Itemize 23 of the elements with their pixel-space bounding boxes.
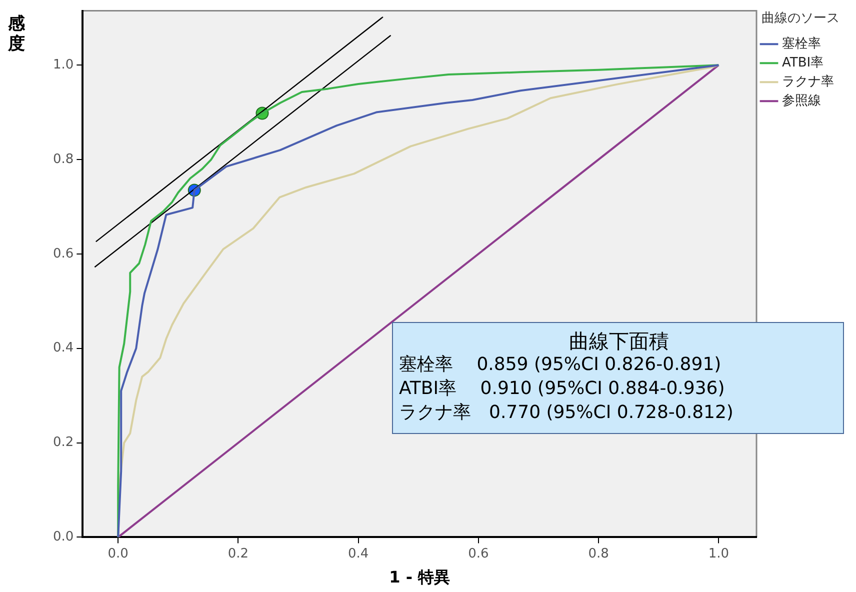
annotation: 塞栓率 0.859 (95%CI 0.826-0.891) (399, 353, 722, 377)
x-tick-label: 0.2 (228, 546, 249, 562)
legend-label: 参照線 (782, 93, 821, 108)
x-tick-label: 1.0 (708, 546, 730, 562)
y-tick-label: 0.4 (52, 340, 74, 356)
y-tick-label: 1.0 (52, 57, 74, 72)
y-tick-label: 0.8 (52, 152, 74, 167)
y-axis-title: 感度 (8, 14, 26, 54)
y-tick-label: 0.2 (52, 435, 74, 450)
legend-label: 塞栓率 (782, 35, 821, 52)
x-tick-label: 0.4 (348, 546, 369, 562)
x-tick-label: 0.6 (468, 546, 489, 562)
legend-title: 曲線のソース (761, 10, 840, 26)
y-tick-label: 0.6 (52, 246, 74, 262)
y-tick-label: 0.0 (52, 530, 74, 545)
legend-label: ATBI率 (782, 54, 824, 70)
legend-label: ラクナ率 (782, 73, 834, 90)
x-tick-label: 0.0 (108, 546, 128, 562)
x-axis-title: 1 - 特異 (389, 568, 450, 587)
annotation: 曲線下面積 (568, 329, 670, 353)
annotation: ATBI率 0.910 (95%CI 0.884-0.936) (399, 377, 726, 401)
x-tick-label: 0.8 (588, 546, 609, 562)
annotation: ラクナ率 0.770 (95%CI 0.728-0.812) (399, 401, 734, 425)
